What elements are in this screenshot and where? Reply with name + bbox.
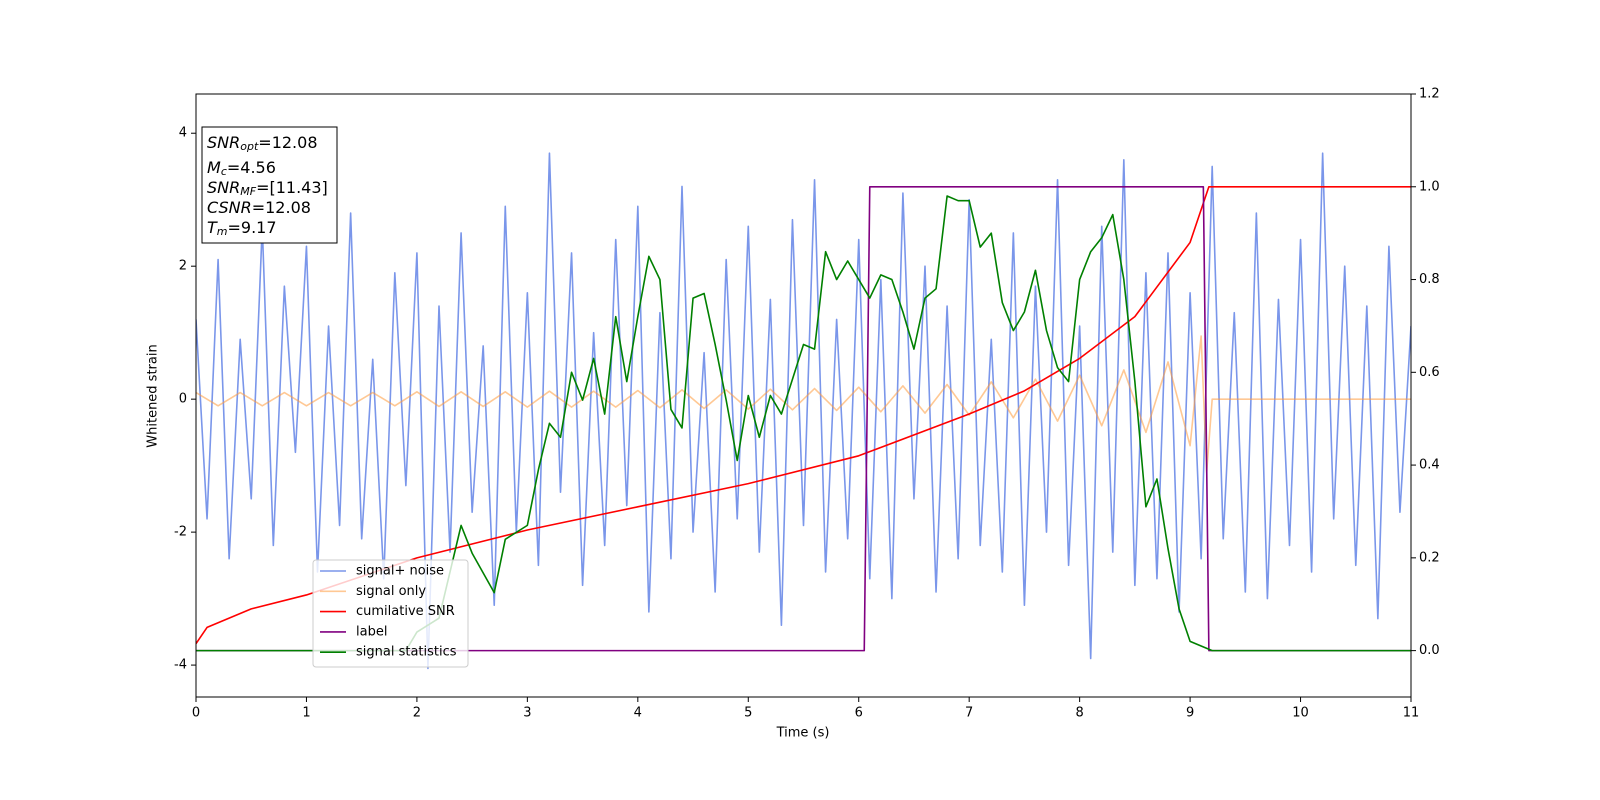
series-line	[196, 152, 1411, 670]
y-tick-label: -2	[174, 525, 187, 540]
annotation-box	[201, 126, 338, 244]
y2-tick-label: 0.2	[1419, 550, 1440, 565]
annotation-symbol: T	[207, 218, 218, 237]
legend-label: signal only	[356, 584, 426, 599]
annotation-symbol: CSNR	[207, 198, 252, 217]
legend-label: signal statistics	[356, 645, 457, 660]
y-axis-label: Whitened strain	[146, 344, 161, 447]
x-tick-label: 9	[1186, 706, 1194, 721]
legend-label: cumilative SNR	[356, 604, 455, 619]
x-tick-label: 4	[634, 706, 642, 721]
annotation-value: =12.08	[252, 198, 311, 217]
series-line	[196, 335, 1411, 474]
y2-tick-label: 0.6	[1419, 365, 1440, 380]
annotation-symbol: M	[207, 158, 221, 177]
x-tick-label: 2	[413, 706, 421, 721]
annotation: Tm=9.17	[207, 218, 277, 239]
series-line	[196, 185, 1411, 645]
x-tick-label: 6	[855, 706, 863, 721]
x-tick-label: 11	[1403, 706, 1420, 721]
y2-tick-label: 0.4	[1419, 458, 1440, 473]
x-tick-label: 3	[523, 706, 531, 721]
x-tick-label: 5	[744, 706, 752, 721]
annotation-subscript: m	[217, 225, 228, 238]
annotation: CSNR=12.08	[207, 198, 311, 217]
annotation-subscript: opt	[240, 140, 259, 153]
x-tick-label: 10	[1292, 706, 1309, 721]
plot-area	[196, 152, 1411, 670]
legend-label: label	[356, 624, 387, 639]
annotation-subscript: c	[221, 165, 227, 178]
annotation-value: =4.56	[227, 158, 276, 177]
y2-tick-label: 0.0	[1419, 643, 1440, 658]
y-tick-label: 0	[179, 392, 187, 407]
y-tick-label: 4	[179, 126, 187, 141]
x-tick-label: 7	[965, 706, 973, 721]
legend-box	[312, 559, 469, 668]
y-tick-label: -4	[174, 658, 187, 673]
annotation: SNRMF=[11.43]	[207, 178, 328, 199]
y2-tick-label: 1.0	[1419, 179, 1440, 194]
annotation-symbol: SNR	[207, 178, 240, 197]
annotation-value: =[11.43]	[256, 178, 328, 197]
y2-tick-label: 0.8	[1419, 272, 1440, 287]
y-tick-label: 2	[179, 259, 187, 274]
x-tick-label: 0	[192, 706, 200, 721]
x-tick-label: 1	[302, 706, 310, 721]
y2-tick-label: 1.2	[1419, 87, 1440, 102]
annotation-subscript: MF	[240, 185, 256, 198]
x-tick-label: 8	[1075, 706, 1083, 721]
series-line	[196, 195, 1411, 652]
annotation-value: =9.17	[228, 218, 277, 237]
axes-frame	[195, 93, 1412, 698]
x-axis-label: Time (s)	[776, 726, 830, 741]
annotation-value: =12.08	[258, 133, 317, 152]
legend-label: signal+ noise	[356, 564, 444, 579]
annotation: Mc=4.56	[207, 158, 276, 179]
annotation: SNRopt=12.08	[207, 133, 318, 154]
annotation-symbol: SNR	[207, 133, 240, 152]
